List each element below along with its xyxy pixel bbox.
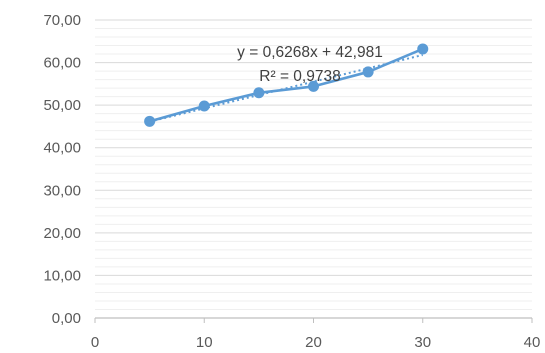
axes — [94, 317, 533, 323]
x-tick-label: 0 — [91, 334, 99, 351]
y-tick-label: 50,00 — [43, 97, 81, 114]
x-tick-label: 10 — [196, 334, 213, 351]
y-tick-label: 40,00 — [43, 140, 81, 157]
data-point — [253, 87, 265, 99]
y-tick-label: 0,00 — [52, 310, 81, 327]
data-point — [198, 100, 210, 112]
gridlines — [95, 19, 532, 310]
data-point — [417, 43, 429, 55]
data-series — [144, 43, 429, 127]
y-tick-label: 30,00 — [43, 182, 81, 199]
x-tick-label: 20 — [305, 334, 322, 351]
data-point — [362, 66, 374, 78]
tick-labels: 0 10 20 30 40 0,00 10,00 20,00 30,00 40,00 50,00 60… — [43, 12, 540, 351]
trendline-equation: y = 0,6268x + 42,981 — [237, 44, 383, 61]
y-tick-label: 20,00 — [43, 225, 81, 242]
data-point — [308, 80, 319, 92]
x-tick-label: 40 — [524, 334, 541, 351]
series-line — [149, 47, 424, 123]
y-tick-label: 70,00 — [43, 12, 81, 29]
data-point — [144, 115, 156, 127]
x-tick-label: 30 — [414, 334, 431, 351]
y-tick-label: 10,00 — [43, 267, 81, 284]
trendline-r-squared: R² = 0,9738 — [259, 68, 340, 85]
y-tick-label: 60,00 — [43, 55, 81, 72]
